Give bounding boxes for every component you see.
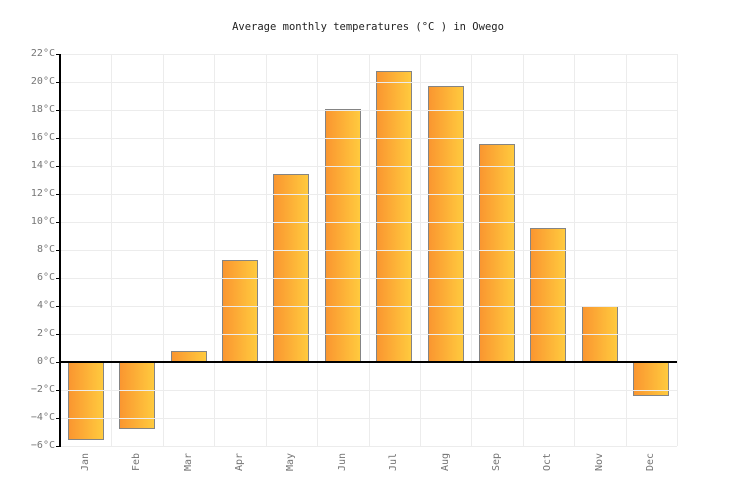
x-tick-label: Oct: [542, 452, 554, 472]
y-tick-label: 20°C: [30, 76, 55, 87]
y-tick-label: −2°C: [30, 384, 55, 395]
y-axis-tick: [56, 222, 60, 223]
y-axis-tick: [56, 418, 60, 419]
y-axis-line: [59, 54, 61, 447]
y-tick-label: 2°C: [36, 328, 55, 339]
y-tick-label: 18°C: [30, 104, 55, 115]
gridline-vertical: [368, 54, 370, 446]
x-tick-label: Feb: [131, 452, 143, 472]
bar-feb: [119, 362, 156, 430]
bar-aug: [427, 86, 464, 362]
gridline-vertical: [111, 54, 113, 446]
bar-apr: [221, 259, 258, 362]
bar-dec: [633, 362, 670, 396]
y-axis-tick: [56, 278, 60, 279]
gridline-vertical: [214, 54, 216, 446]
x-tick-label: Jun: [336, 452, 348, 472]
x-tick-label: Aug: [439, 452, 451, 472]
y-axis-tick: [56, 446, 60, 447]
x-tick-label: Mar: [182, 452, 194, 472]
gridline-vertical: [317, 54, 319, 446]
x-tick-label: Jul: [388, 452, 400, 472]
bar-jan: [67, 362, 104, 441]
x-tick-label: Apr: [233, 452, 245, 472]
y-axis-tick: [56, 390, 60, 391]
y-axis-tick: [56, 82, 60, 83]
y-tick-label: −4°C: [30, 412, 55, 423]
y-tick-label: 0°C: [36, 356, 55, 367]
zero-axis-line: [60, 361, 677, 363]
y-axis-tick: [56, 250, 60, 251]
y-axis-tick: [56, 194, 60, 195]
gridline-vertical: [574, 54, 576, 446]
gridline-horizontal: [60, 446, 677, 447]
bar-oct: [530, 227, 567, 362]
y-tick-label: 16°C: [30, 132, 55, 143]
bar-jun: [324, 108, 361, 362]
y-axis-tick: [56, 54, 60, 55]
y-tick-label: 22°C: [30, 48, 55, 59]
y-tick-label: 14°C: [30, 160, 55, 171]
y-tick-label: −6°C: [30, 440, 55, 451]
gridline-vertical: [471, 54, 473, 446]
y-tick-label: 8°C: [36, 244, 55, 255]
x-tick-label: Nov: [593, 452, 605, 472]
y-axis-tick: [56, 306, 60, 307]
y-axis-tick: [56, 166, 60, 167]
gridline-vertical: [677, 54, 678, 446]
gridline-vertical: [265, 54, 267, 446]
x-tick-label: May: [285, 452, 297, 472]
y-axis-tick: [56, 362, 60, 363]
y-tick-label: 6°C: [36, 272, 55, 283]
y-tick-label: 10°C: [30, 216, 55, 227]
x-tick-label: Dec: [645, 452, 657, 472]
gridline-vertical: [522, 54, 524, 446]
y-tick-label: 12°C: [30, 188, 55, 199]
chart-title: Average monthly temperatures (°C ) in Ow…: [232, 21, 504, 33]
gridline-vertical: [625, 54, 627, 446]
gridline-vertical: [162, 54, 164, 446]
y-axis-tick: [56, 138, 60, 139]
bar-sep: [479, 143, 516, 362]
y-axis-tick: [56, 334, 60, 335]
y-axis-tick: [56, 110, 60, 111]
bar-jul: [376, 70, 413, 362]
x-tick-label: Jan: [79, 452, 91, 472]
gridline-vertical: [419, 54, 421, 446]
x-tick-label: Sep: [491, 452, 503, 472]
y-tick-label: 4°C: [36, 300, 55, 311]
bar-may: [273, 174, 310, 362]
